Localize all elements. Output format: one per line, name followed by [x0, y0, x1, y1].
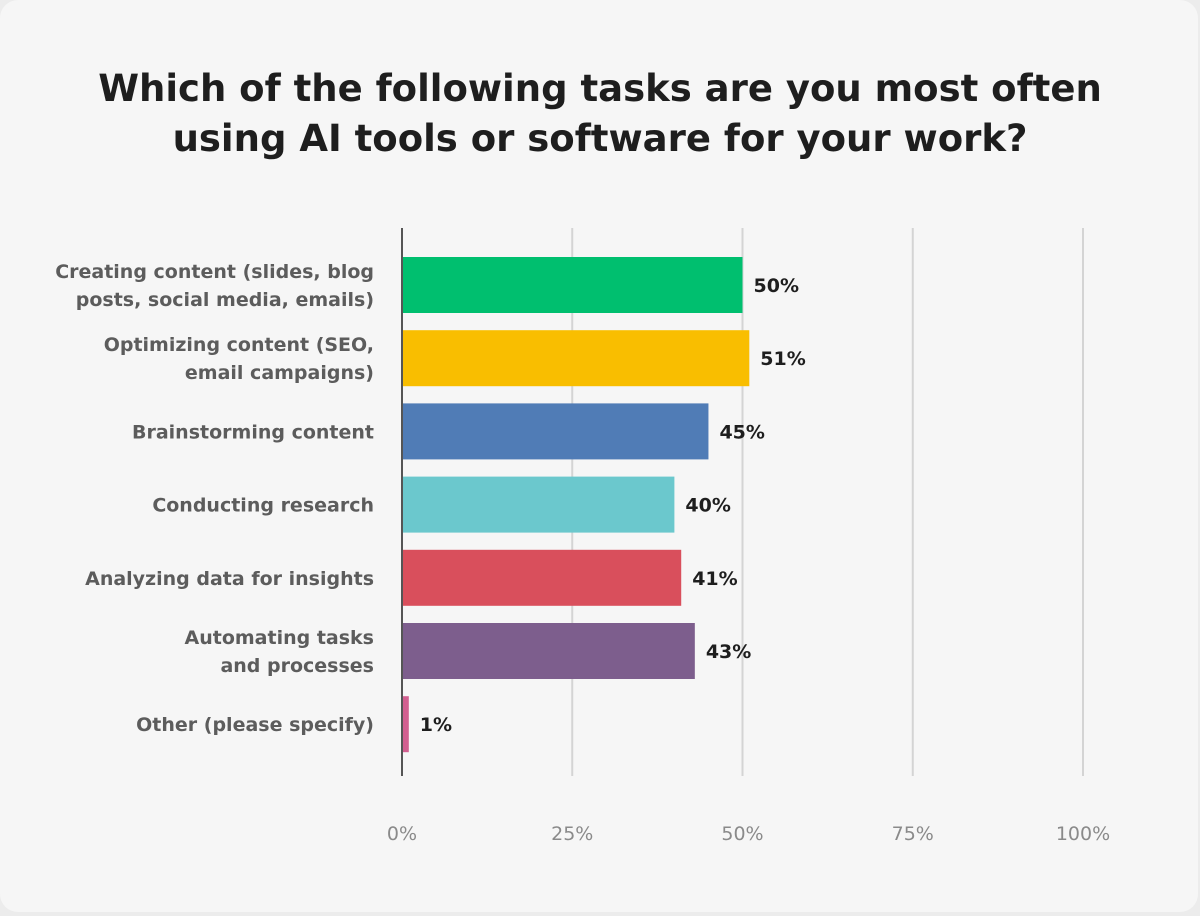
category-label: Analyzing data for insights — [85, 568, 374, 590]
category-label: Creating content (slides, blog posts, soc… — [55, 261, 374, 311]
x-tick-label: 100% — [1056, 823, 1110, 845]
x-tick-label: 75% — [892, 823, 934, 845]
bar — [402, 476, 675, 533]
bar — [402, 623, 695, 679]
category-label: Automating tasks and processes — [185, 627, 374, 677]
bar-value-label: 50% — [754, 275, 799, 297]
bar — [402, 696, 409, 753]
bar — [402, 330, 750, 387]
category-label: Optimizing content (SEO, email campaigns) — [104, 334, 374, 384]
bar — [402, 549, 682, 606]
bar-value-label: 51% — [760, 348, 805, 370]
bar — [402, 403, 709, 460]
category-label: Brainstorming content — [132, 421, 374, 443]
x-tick-label: 0% — [387, 823, 417, 845]
bar-value-label: 43% — [706, 641, 751, 663]
chart-title: Which of the following tasks are you mos… — [98, 67, 1102, 160]
category-label: Other (please specify) — [136, 714, 374, 736]
bar — [402, 257, 743, 313]
bar-value-label: 40% — [685, 495, 730, 517]
x-tick-label: 25% — [551, 823, 593, 845]
bar-value-label: 41% — [692, 568, 737, 590]
bar-value-label: 1% — [420, 714, 452, 736]
x-tick-label: 50% — [721, 823, 763, 845]
category-label: Conducting research — [152, 495, 374, 517]
bar-value-label: 45% — [719, 421, 764, 443]
